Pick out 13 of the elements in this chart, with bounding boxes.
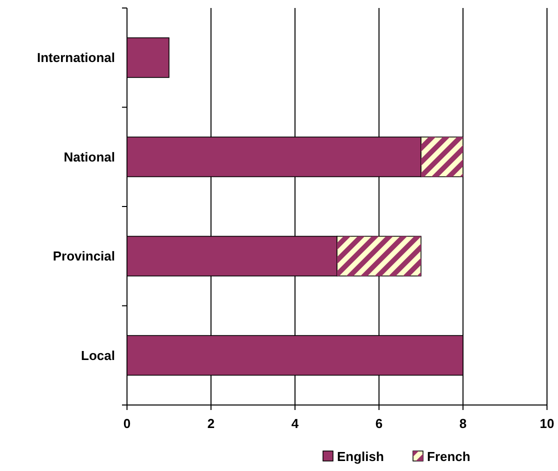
legend-label: French <box>427 449 470 464</box>
y-tick-label: Local <box>81 348 115 363</box>
x-tick-label: 4 <box>291 416 300 431</box>
x-tick-label: 0 <box>123 416 131 431</box>
x-tick-label: 8 <box>459 416 467 431</box>
bar <box>126 37 170 78</box>
x-tick-label: 6 <box>375 416 383 431</box>
legend-label: English <box>337 449 384 464</box>
x-tick-label: 10 <box>540 416 554 431</box>
x-tick-label: 2 <box>207 416 215 431</box>
y-tick-label: Provincial <box>52 248 115 264</box>
y-tick-label: International <box>36 50 115 66</box>
y-tick-label: National <box>64 149 115 164</box>
